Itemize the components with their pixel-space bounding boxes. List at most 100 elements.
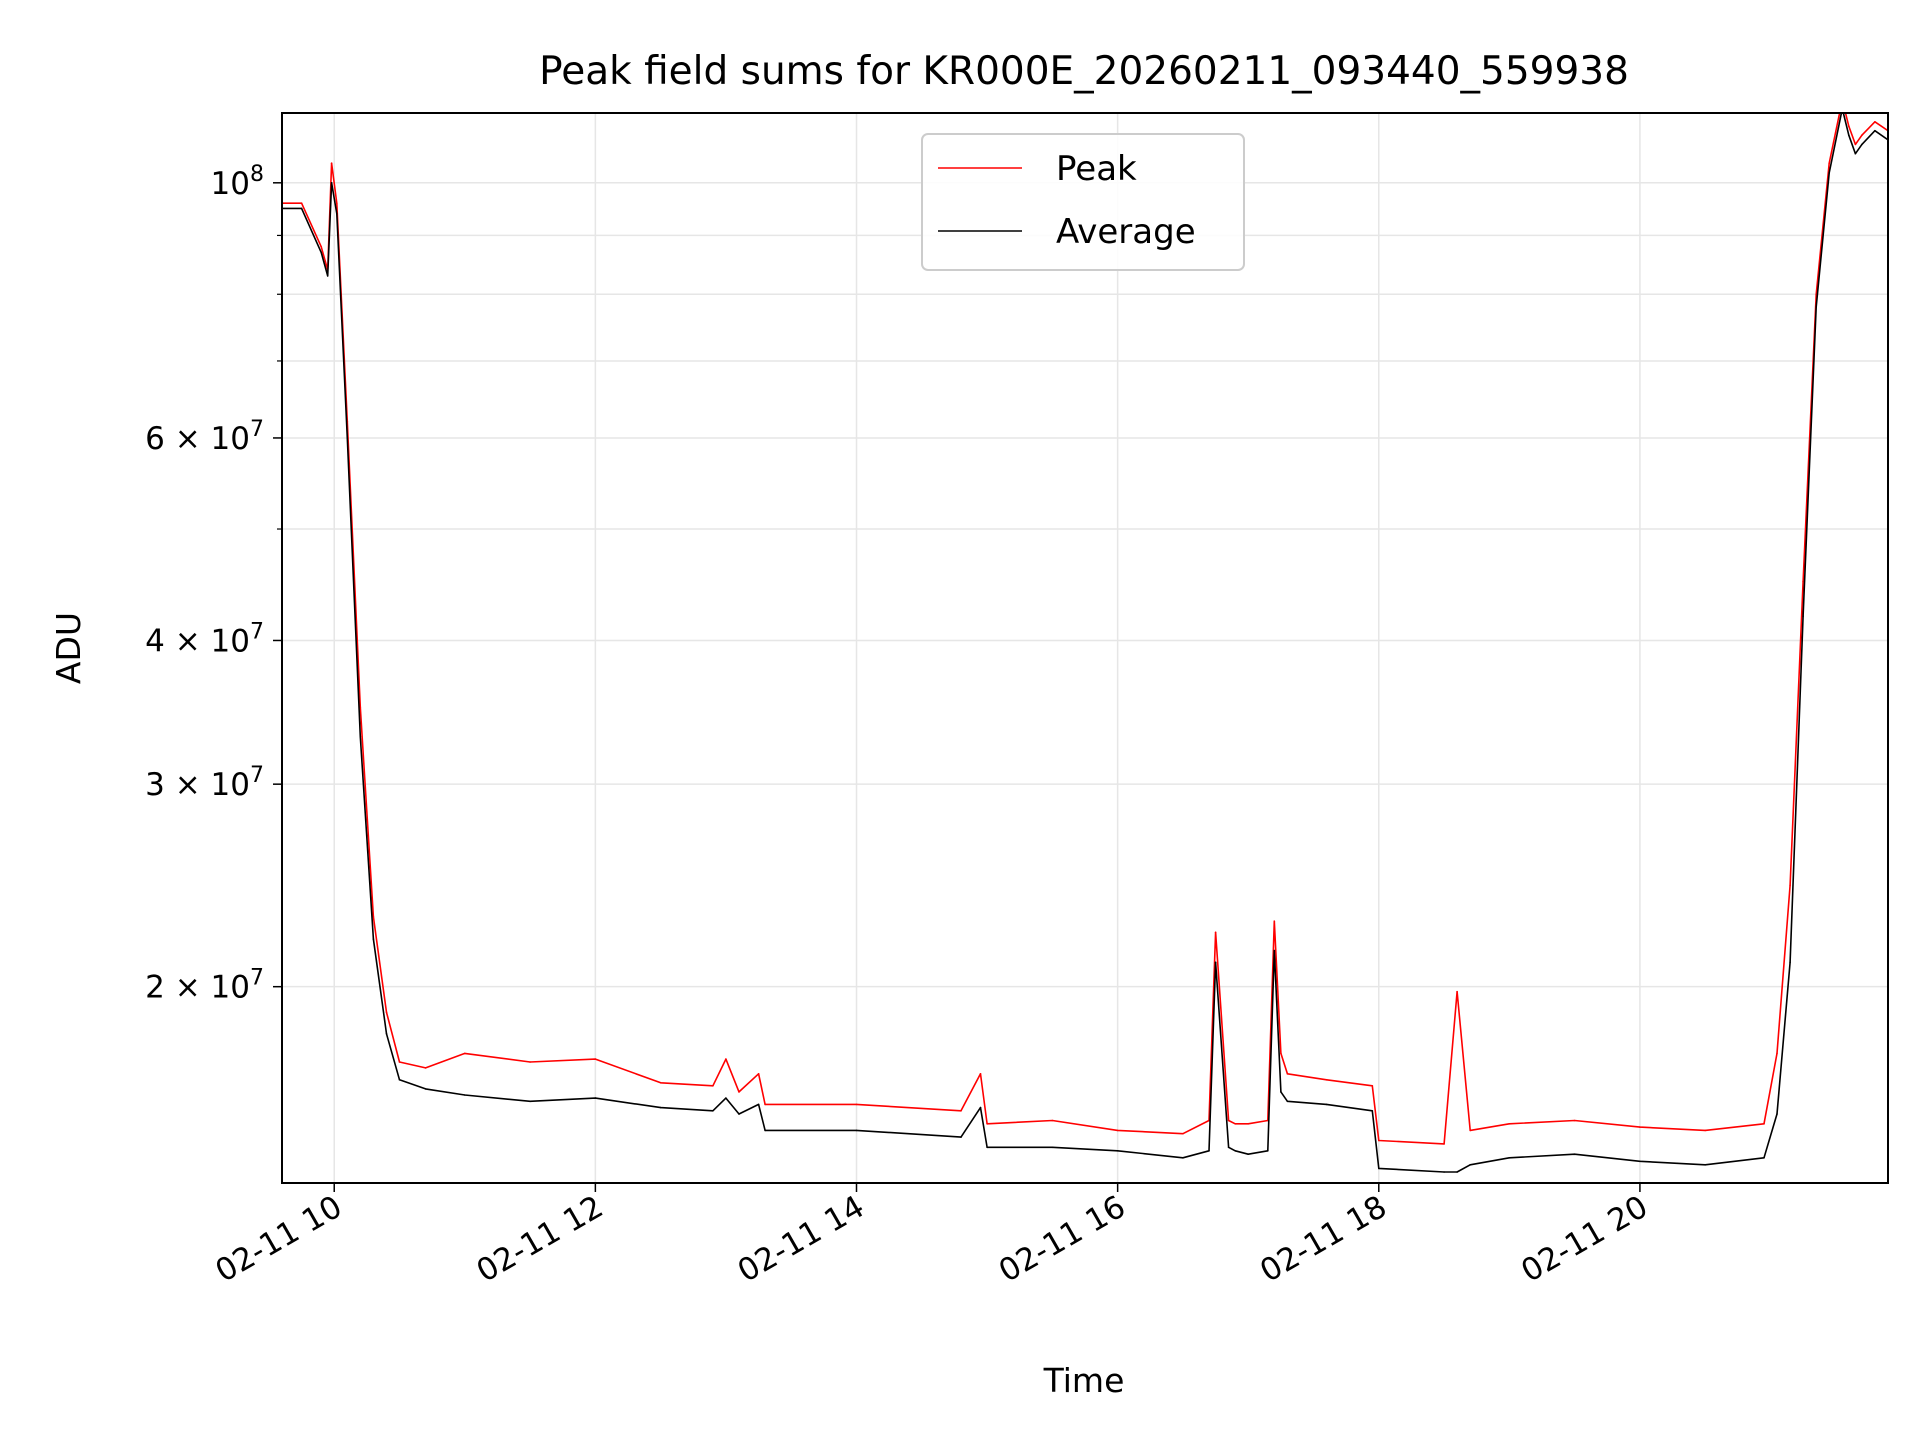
data-point-average — [300, 207, 303, 210]
data-point-peak — [960, 1110, 962, 1112]
data-point-peak — [1854, 143, 1857, 146]
data-point-average — [659, 1106, 662, 1109]
data-point-average — [464, 1094, 466, 1096]
data-point-average — [1815, 306, 1817, 308]
data-point-peak — [738, 1091, 740, 1093]
data-point-average — [1116, 1150, 1119, 1152]
data-point-peak — [659, 1082, 662, 1084]
data-point-average — [1508, 1157, 1511, 1159]
data-point-peak — [1456, 990, 1458, 993]
data-point-average — [372, 938, 375, 940]
data-point-peak — [1508, 1123, 1511, 1125]
data-point-average — [1378, 1167, 1380, 1170]
data-point-average — [330, 182, 333, 184]
data-point-average — [1325, 1103, 1328, 1106]
data-point-peak — [1273, 920, 1276, 922]
data-point-average — [398, 1079, 401, 1081]
data-point-peak — [757, 1073, 760, 1075]
data-point-peak — [764, 1103, 766, 1106]
data-point-average — [1763, 1157, 1765, 1159]
y-tick-label: 3 × 107 — [145, 763, 264, 803]
data-point-average — [1286, 1100, 1289, 1103]
legend-label-average: Average — [1056, 212, 1196, 252]
y-tick-label: 2 × 107 — [145, 966, 264, 1006]
data-point-peak — [1443, 1143, 1445, 1145]
data-point-peak — [1325, 1079, 1328, 1081]
data-point-average — [1639, 1160, 1641, 1163]
data-point-peak — [359, 706, 362, 708]
data-point-average — [757, 1103, 760, 1106]
data-point-peak — [1371, 1085, 1374, 1087]
data-point-peak — [1116, 1129, 1119, 1132]
data-point-average — [725, 1097, 727, 1099]
chart-title: Peak field sums for KR000E_20260211_0934… — [539, 49, 1629, 94]
data-point-average — [359, 735, 362, 738]
data-point-peak — [1639, 1126, 1641, 1128]
data-point-average — [712, 1110, 714, 1112]
data-point-peak — [712, 1085, 714, 1087]
data-point-peak — [1247, 1123, 1249, 1125]
legend: Peak Average — [921, 133, 1245, 271]
data-point-average — [1208, 1150, 1210, 1152]
data-point-peak — [725, 1058, 727, 1060]
data-point-average — [1789, 961, 1791, 964]
data-point-peak — [398, 1061, 401, 1063]
data-point-peak — [1051, 1119, 1054, 1122]
data-point-average — [1854, 152, 1857, 155]
data-point-peak — [464, 1052, 466, 1055]
data-point-peak — [1469, 1129, 1471, 1132]
data-point-peak — [1378, 1139, 1380, 1142]
data-point-average — [1704, 1164, 1706, 1166]
data-point-peak — [336, 202, 338, 204]
y-axis-label: ADU — [49, 612, 88, 684]
data-point-average — [738, 1113, 740, 1115]
data-point-peak — [372, 916, 375, 918]
data-point-peak — [1828, 162, 1830, 164]
data-point-peak — [529, 1061, 531, 1063]
data-point-peak — [1802, 580, 1804, 583]
data-point-average — [1573, 1153, 1576, 1155]
data-point-average — [346, 437, 349, 439]
data-point-peak — [320, 245, 323, 248]
data-point-average — [986, 1146, 988, 1149]
data-point-average — [1828, 172, 1830, 174]
data-point-average — [1456, 1171, 1458, 1173]
data-point-average — [336, 212, 338, 215]
data-point-peak — [979, 1073, 982, 1075]
data-point-peak — [424, 1067, 427, 1069]
y-tick-label: 4 × 107 — [145, 619, 264, 659]
data-point-average — [764, 1129, 766, 1132]
data-point-average — [320, 251, 323, 254]
data-point-peak — [855, 1103, 858, 1106]
data-point-average — [1182, 1157, 1184, 1159]
data-point-peak — [1848, 125, 1850, 127]
data-point-peak — [1776, 1052, 1778, 1055]
data-point-average — [1214, 961, 1217, 964]
data-point-average — [1443, 1171, 1445, 1173]
data-point-average — [1802, 615, 1804, 617]
data-point-peak — [1789, 884, 1791, 887]
data-point-average — [1280, 1091, 1282, 1093]
data-point-average — [594, 1097, 597, 1099]
data-point-average — [1247, 1153, 1249, 1155]
data-point-peak — [1573, 1119, 1576, 1122]
data-point-average — [979, 1106, 982, 1109]
data-point-average — [1874, 129, 1876, 132]
data-point-peak — [1234, 1123, 1236, 1125]
data-point-peak — [1861, 134, 1863, 136]
data-point-average — [1848, 134, 1850, 136]
data-point-peak — [1874, 121, 1876, 123]
data-point-peak — [1280, 1052, 1282, 1055]
legend-label-peak: Peak — [1056, 149, 1137, 189]
data-point-peak — [1182, 1132, 1184, 1135]
series-layer — [282, 113, 1888, 1173]
data-point-peak — [594, 1058, 597, 1060]
data-point-average — [1051, 1146, 1054, 1149]
data-point-peak — [1214, 931, 1217, 934]
data-point-peak — [300, 202, 303, 204]
data-point-average — [855, 1129, 858, 1132]
data-point-peak — [986, 1123, 988, 1125]
data-point-peak — [1286, 1073, 1289, 1075]
